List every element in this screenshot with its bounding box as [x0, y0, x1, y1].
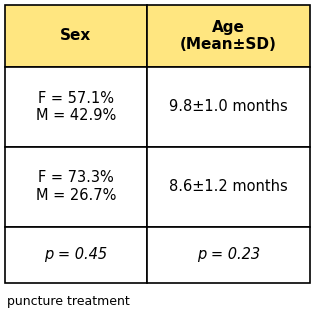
Bar — [147, 67, 310, 147]
Text: Sex: Sex — [60, 28, 92, 44]
Bar — [147, 227, 310, 283]
Text: 9.8±1.0 months: 9.8±1.0 months — [169, 99, 288, 114]
Text: Age
(Mean±SD): Age (Mean±SD) — [180, 20, 277, 52]
Text: F = 57.1%
M = 42.9%: F = 57.1% M = 42.9% — [36, 91, 116, 123]
Bar — [5, 227, 147, 283]
Text: F = 73.3%
M = 26.7%: F = 73.3% M = 26.7% — [36, 171, 116, 203]
Bar — [5, 147, 147, 227]
Text: p = 0.23: p = 0.23 — [197, 247, 260, 262]
Bar — [5, 5, 147, 67]
Text: 8.6±1.2 months: 8.6±1.2 months — [169, 179, 288, 194]
Bar — [5, 67, 147, 147]
Bar — [147, 147, 310, 227]
Bar — [147, 5, 310, 67]
Text: p = 0.45: p = 0.45 — [44, 247, 108, 262]
Text: puncture treatment: puncture treatment — [7, 294, 130, 308]
